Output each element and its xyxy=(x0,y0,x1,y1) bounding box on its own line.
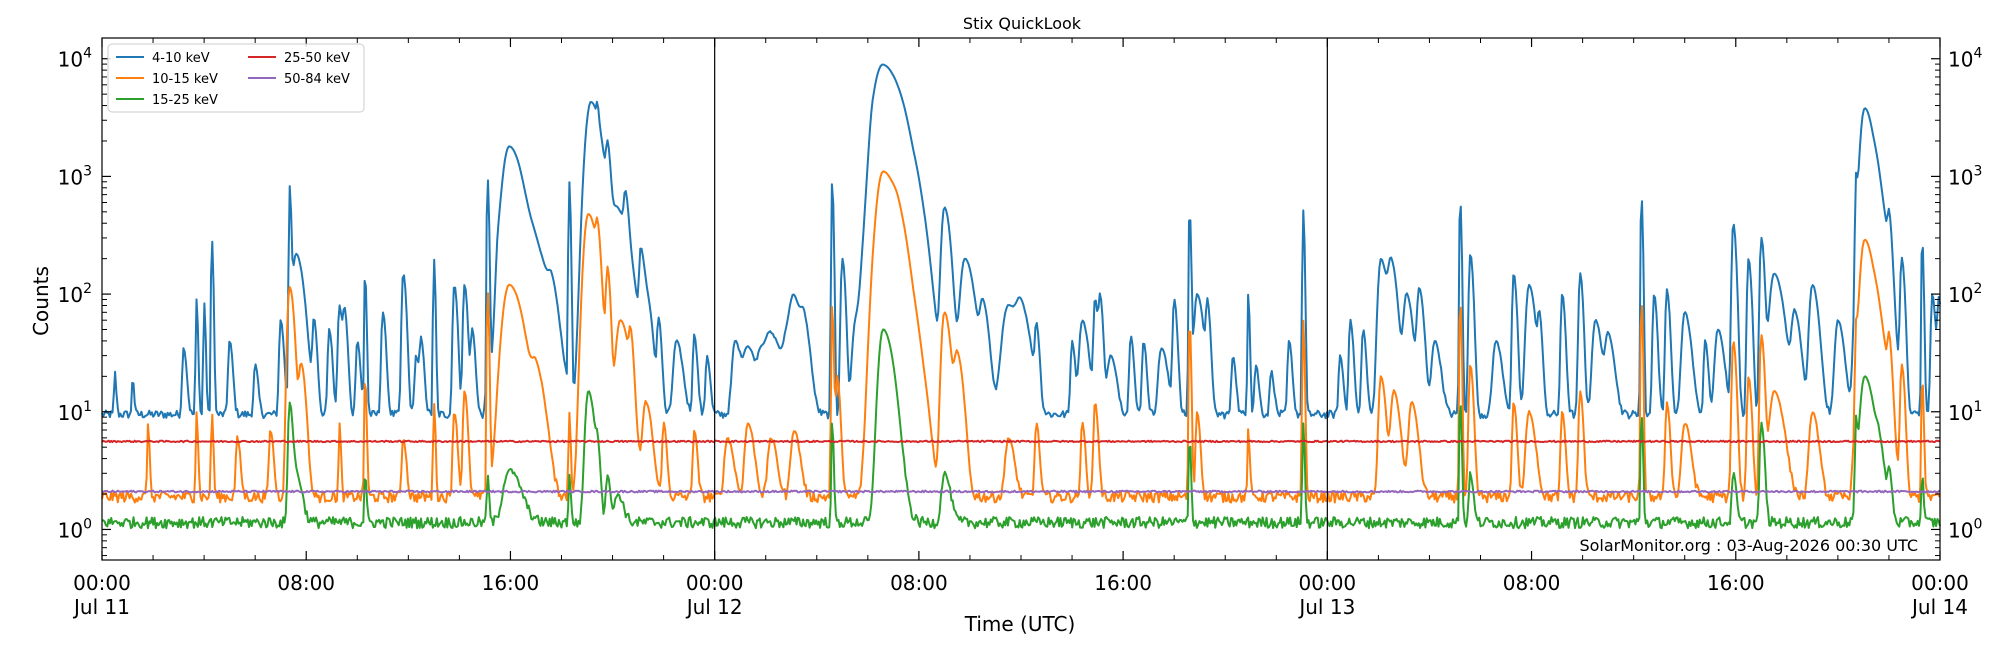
y-tick-label: 102 xyxy=(58,281,92,307)
legend-label: 25-50 keV xyxy=(284,51,350,66)
legend-box xyxy=(107,43,365,113)
legend-label: 50-84 keV xyxy=(284,72,350,87)
chart-title: Stix QuickLook xyxy=(963,14,1082,33)
y-tick-label-right: 100 xyxy=(1948,516,1982,542)
y-tick-label: 100 xyxy=(58,516,92,542)
x-tick-label: 16:00 xyxy=(1094,571,1152,595)
series-line-4-10kev xyxy=(101,63,1941,420)
y-tick-label-right: 103 xyxy=(1948,163,1982,189)
x-tick-date-label: Jul 11 xyxy=(72,595,130,619)
x-tick-label: 00:00 xyxy=(1911,571,1969,595)
legend-label: 10-15 keV xyxy=(152,72,218,87)
x-tick-label: 00:00 xyxy=(686,571,744,595)
x-tick-label: 16:00 xyxy=(482,571,540,595)
legend-label: 4-10 keV xyxy=(152,51,210,66)
x-tick-label: 08:00 xyxy=(277,571,335,595)
series-line-25-50kev xyxy=(101,439,1941,444)
legend-label: 15-25 keV xyxy=(152,93,218,108)
x-axis-label: Time (UTC) xyxy=(964,612,1076,636)
x-tick-date-label: Jul 14 xyxy=(1910,595,1968,619)
x-tick-label: 16:00 xyxy=(1707,571,1765,595)
x-tick-label: 08:00 xyxy=(1503,571,1561,595)
plot-area xyxy=(101,63,1941,530)
x-tick-date-label: Jul 13 xyxy=(1297,595,1355,619)
y-tick-label: 101 xyxy=(58,399,92,425)
y-tick-label-right: 104 xyxy=(1948,46,1982,72)
y-tick-label-right: 101 xyxy=(1948,399,1982,425)
series-line-10-15kev xyxy=(101,170,1941,504)
x-tick-date-label: Jul 12 xyxy=(685,595,743,619)
legend: 4-10 keV 10-15 keV 15-25 keV 25-50 keV 50-84… xyxy=(107,43,365,113)
x-tick-label: 00:00 xyxy=(1299,571,1357,595)
y-tick-label: 104 xyxy=(58,46,92,72)
series-line-50-84kev xyxy=(101,489,1941,494)
y-tick-label: 103 xyxy=(58,163,92,189)
x-tick-label: 00:00 xyxy=(73,571,131,595)
y-tick-label-right: 102 xyxy=(1948,281,1982,307)
series-line-15-25kev xyxy=(101,328,1941,530)
timestamp-annotation: SolarMonitor.org : 03-Aug-2026 00:30 UTC xyxy=(1579,536,1918,555)
x-tick-label: 08:00 xyxy=(890,571,948,595)
y-axis-label: Counts xyxy=(29,266,53,336)
